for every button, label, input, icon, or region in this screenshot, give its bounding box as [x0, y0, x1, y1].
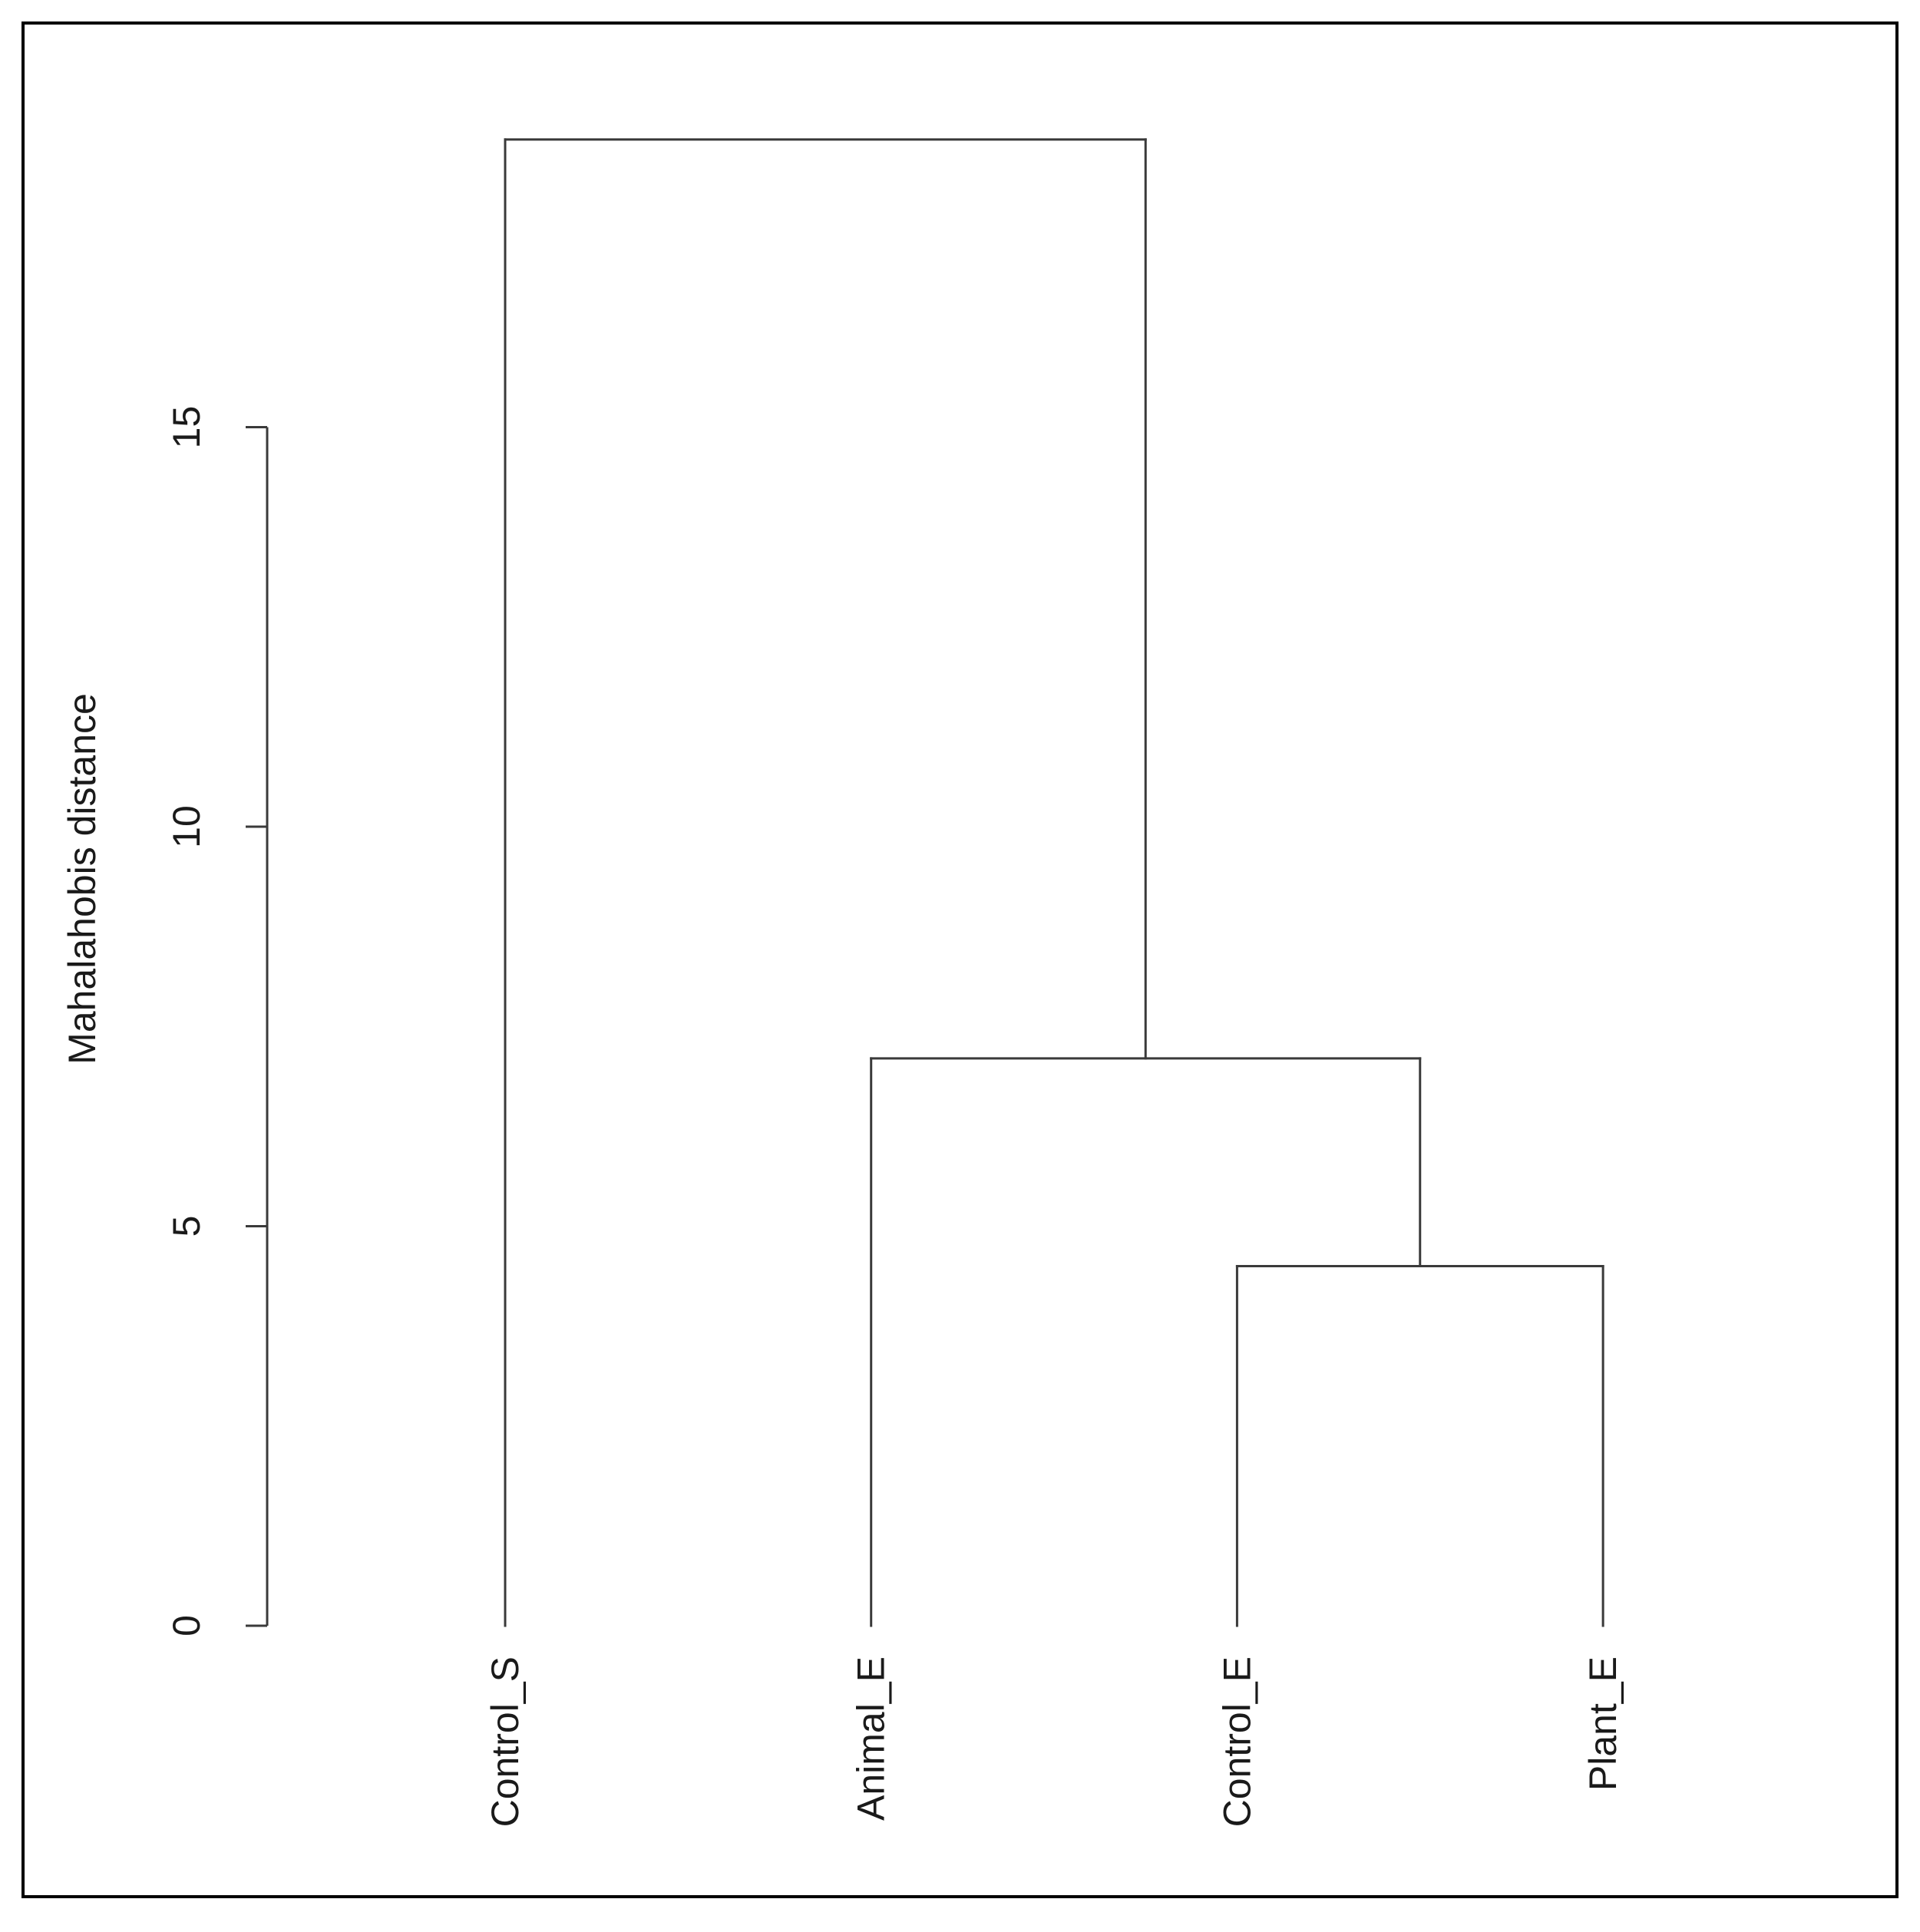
y-axis-label: Mahalahobis distance: [61, 693, 104, 1065]
leaf-label: Control_E: [1215, 1656, 1258, 1827]
y-tick-label: 5: [165, 1216, 208, 1237]
leaf-label: Plant_E: [1581, 1656, 1624, 1791]
y-tick-label: 0: [165, 1615, 208, 1636]
leaf-label: Control_S: [484, 1656, 527, 1827]
figure-frame: [21, 21, 1899, 1898]
leaf-label: Animal_E: [850, 1656, 893, 1821]
y-tick-label: 10: [165, 805, 208, 848]
y-tick-label: 15: [165, 406, 208, 449]
